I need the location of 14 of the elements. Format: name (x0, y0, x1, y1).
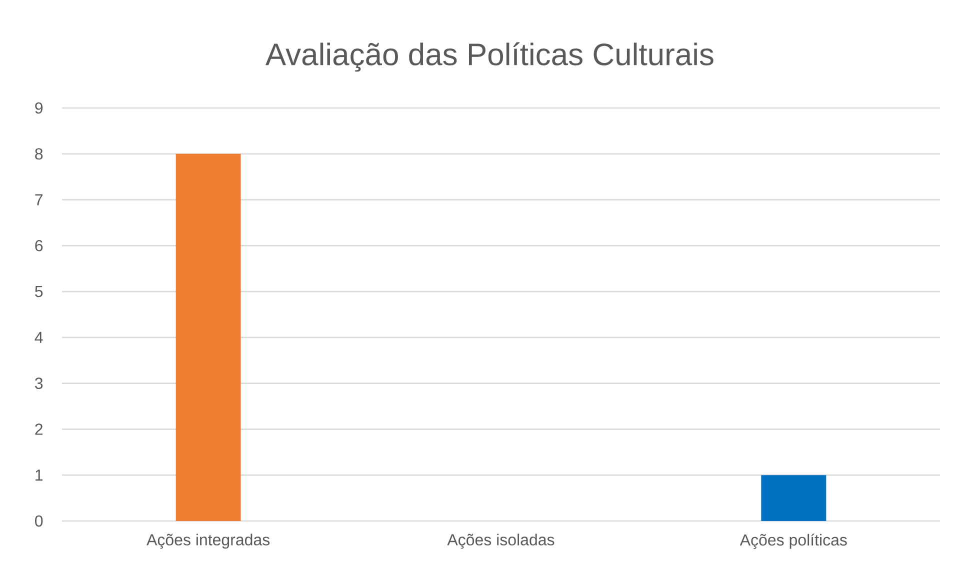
chart-title: Avaliação das Políticas Culturais (265, 42, 714, 72)
y-tick-label: 3 (35, 378, 43, 389)
x-tick-label: Ações isoladas (447, 534, 554, 549)
y-tick-label: 7 (35, 194, 42, 206)
y-tick-label: 0 (35, 515, 43, 527)
y-tick-label: 2 (35, 424, 42, 435)
y-tick-label: 5 (35, 286, 43, 298)
y-tick-label: 6 (35, 240, 43, 252)
y-tick-label: 9 (35, 102, 43, 114)
y-tick-label: 4 (34, 332, 43, 343)
y-tick-label: 1 (36, 470, 43, 481)
x-tick-label: Ações integradas (146, 534, 270, 549)
x-tick-label: Ações políticas (740, 534, 847, 549)
y-tick-label: 8 (35, 148, 43, 160)
